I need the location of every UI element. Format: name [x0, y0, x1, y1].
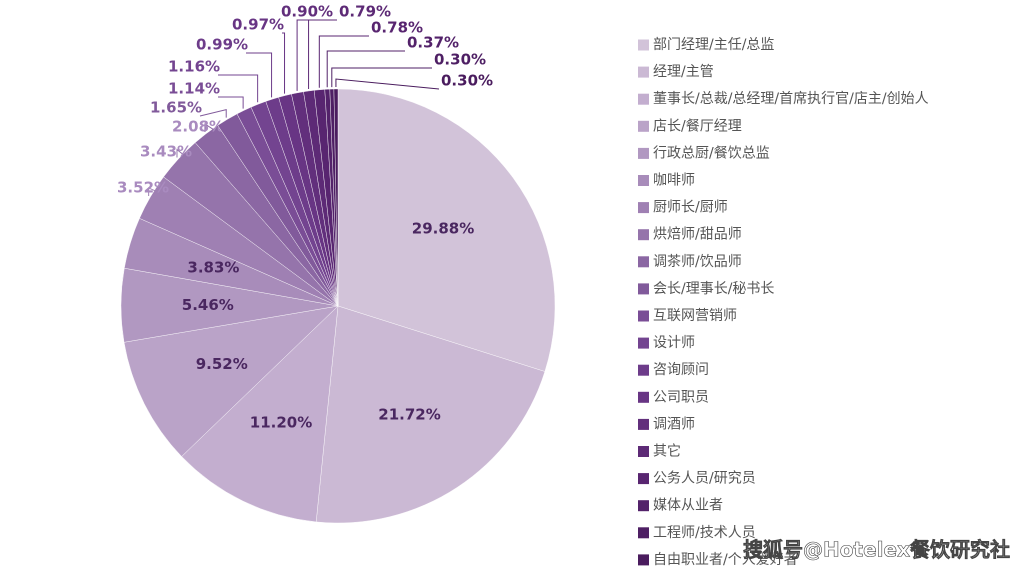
legend-swatch: [638, 283, 649, 295]
legend-label: 自由职业者/个人爱好者: [653, 552, 798, 568]
slice-label: 0.97%: [232, 16, 284, 34]
leader-line: [246, 52, 273, 98]
slice-label: 0.79%: [339, 3, 391, 21]
slice-label: 0.30%: [441, 72, 493, 90]
leader-line: [176, 148, 191, 161]
slice-label: 0.90%: [281, 3, 333, 21]
legend-label: 其它: [653, 443, 681, 460]
legend-swatch: [638, 500, 649, 512]
leader-line: [204, 123, 223, 136]
slice-label: 5.46%: [182, 296, 234, 314]
slice-label: 1.16%: [168, 58, 220, 76]
legend-swatch: [638, 337, 649, 349]
leader-line: [318, 35, 369, 88]
legend-label: 公务人员/研究员: [653, 471, 756, 487]
legend-swatch: [638, 446, 649, 457]
legend-label: 烘焙师/甜品师: [653, 227, 742, 243]
slice-label: 29.88%: [412, 220, 474, 238]
legend-swatch: [638, 202, 649, 214]
slice-label: 0.78%: [371, 19, 423, 37]
legend-swatch: [638, 175, 649, 186]
legend-label: 经理/主管: [653, 64, 714, 80]
leader-line: [199, 109, 227, 118]
legend-label: 调茶师/饮品师: [653, 254, 742, 270]
legend-label: 部门经理/主任/总监: [653, 37, 774, 53]
legend-label: 咖啡师: [653, 173, 695, 189]
pie-slice: [337, 88, 556, 372]
pie-slice: [333, 88, 339, 307]
legend-label: 店长/餐厅经理: [653, 118, 742, 134]
legend-label: 调酒师: [653, 416, 695, 432]
legend-swatch: [638, 418, 649, 430]
legend-swatch: [638, 93, 649, 105]
pie-slice: [123, 305, 339, 457]
legend-label: 会长/理事长/秘书长: [653, 281, 774, 297]
pie-slice: [315, 305, 546, 524]
slice-label: 9.52%: [196, 355, 248, 373]
legend-swatch: [638, 39, 649, 51]
legend-swatch: [638, 147, 649, 159]
slice-label: 21.72%: [378, 405, 440, 423]
legend-swatch: [638, 310, 649, 322]
slice-label: 11.20%: [250, 414, 312, 432]
legend-label: 互联网营销师: [653, 308, 737, 324]
legend-swatch: [638, 66, 649, 78]
slice-label: 1.65%: [150, 99, 202, 117]
pie-slice: [181, 305, 339, 523]
slice-label: 0.99%: [196, 36, 248, 54]
leader-line: [218, 74, 259, 103]
legend-swatch: [638, 473, 649, 485]
legend-swatch: [638, 391, 649, 403]
legend-label: 设计师: [653, 335, 695, 351]
legend-label: 董事长/总裁/总经理/首席执行官/店主/创始人: [653, 91, 929, 107]
slice-label: 1.14%: [168, 80, 220, 98]
slice-label: 3.43%: [140, 143, 192, 161]
leader-line: [218, 96, 244, 109]
leader-line: [308, 19, 337, 89]
leader-line: [326, 50, 405, 88]
slice-label: 2.08%: [172, 118, 224, 136]
legend-swatch: [638, 120, 649, 132]
slice-label: 0.37%: [407, 34, 459, 52]
legend-label: 公司职员: [653, 389, 709, 405]
legend-label: 媒体从业者: [653, 498, 723, 514]
legend-swatch: [638, 554, 649, 566]
leader-line: [282, 32, 286, 94]
legend-swatch: [638, 229, 649, 241]
leader-line: [335, 78, 440, 90]
legend-swatch: [638, 527, 649, 539]
leader-line: [296, 19, 331, 91]
watermark: 搜狐号@Hotelex餐饮研究社: [743, 538, 1010, 562]
legend-swatch: [638, 364, 649, 376]
legend-label: 工程师/技术人员: [653, 525, 756, 541]
legend-swatch: [638, 256, 649, 268]
leader-line: [148, 187, 168, 197]
slice-label: 3.83%: [187, 259, 239, 277]
slice-label: 0.30%: [434, 51, 486, 69]
slice-label: 3.52%: [117, 179, 169, 197]
legend-label: 行政总厨/餐饮总监: [653, 145, 770, 161]
legend-label: 厨师长/厨师: [653, 200, 728, 216]
legend-label: 咨询顾问: [653, 362, 709, 378]
leader-line: [331, 67, 432, 88]
